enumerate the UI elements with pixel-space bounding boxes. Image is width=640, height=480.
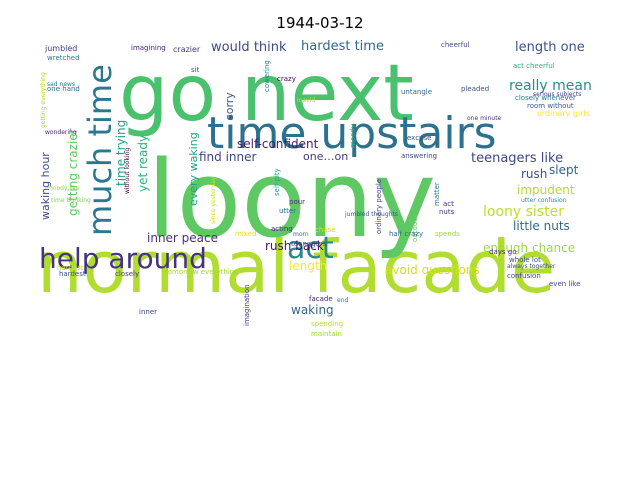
word-excuse: excuse: [407, 134, 431, 142]
word-even-like: even like: [549, 280, 580, 288]
word-utter: utter: [279, 207, 296, 215]
word-cheerful: cheerful: [441, 41, 470, 49]
word-act: act: [443, 200, 454, 208]
word-sad-news: sad news: [47, 81, 75, 88]
word-one-on: one…on: [303, 150, 348, 163]
word-wondering: wondering: [45, 129, 77, 136]
word-every-waking: every waking: [187, 132, 200, 206]
word-spending: spending: [311, 320, 343, 328]
word-loony: loony: [147, 138, 436, 261]
word-outdoors: outdoors: [411, 211, 419, 242]
word-wretched: wretched: [47, 54, 80, 62]
word-answering: answering: [401, 152, 437, 160]
word-act: act: [287, 231, 334, 266]
word-waking-hour: waking hour: [39, 152, 52, 220]
word-self-pity: self-pity: [273, 168, 281, 196]
word-maintain: maintain: [311, 330, 342, 336]
word-loony-sister: loony sister: [483, 204, 564, 220]
word-jumbled: jumbled: [44, 44, 77, 53]
word-room-without: room without: [527, 102, 574, 110]
word-chase: chase: [315, 226, 336, 234]
word-inner-peace: inner peace: [147, 231, 218, 245]
word-sorry: sorry: [223, 92, 236, 120]
word-hardest: hardest: [57, 264, 84, 272]
word-imagination: imagination: [243, 284, 251, 326]
word-length: length: [289, 259, 327, 273]
word-getting-crazier: getting crazier: [66, 128, 80, 216]
word-getting-everything: getting everything: [40, 72, 47, 128]
word-closely: closely: [115, 270, 139, 278]
word-untangle: untangle: [401, 88, 432, 96]
word-loavid: loavid: [297, 97, 315, 104]
word-spends: spends: [435, 230, 460, 238]
word-end: end: [337, 297, 348, 304]
word-one-hand: one hand: [47, 85, 80, 93]
word-slept: slept: [549, 163, 579, 177]
word-confusion: confusion: [507, 272, 541, 280]
word-days-go: days go: [489, 248, 516, 256]
word-yet-ready: yet ready: [136, 135, 150, 192]
word-normal-facade: normal facade: [37, 225, 555, 309]
word-time-upstairs: time upstairs: [207, 108, 497, 159]
word-avoid-questions: avoid questions: [385, 263, 480, 277]
word-facade: facade: [309, 295, 333, 303]
word-mixed: mixed: [235, 230, 256, 238]
word-length-one: length one: [515, 40, 585, 55]
word-act-cheerful: act cheerful: [513, 62, 555, 70]
word-little-nuts: little nuts: [513, 219, 570, 233]
word-without-looking: without looking: [124, 148, 131, 194]
word-teenagers: teenagers: [291, 240, 327, 248]
word-nuts: nuts: [439, 208, 455, 216]
word-would-think: would think: [211, 40, 287, 55]
word-crazy: crazy: [277, 75, 296, 83]
word-jumbled-thoughts: jumbled thoughts: [344, 211, 398, 218]
word-since-yesterday: since yesterday: [210, 176, 217, 224]
word-hardest: hardest: [59, 270, 86, 278]
word-one-minute: one minute: [467, 115, 502, 122]
word-ordinary-people: ordinary people: [375, 179, 383, 234]
chart-title: 1944-03-12: [276, 14, 364, 32]
word-time-thinking: time thinking: [51, 197, 91, 204]
word-utter-confusion: utter confusion: [521, 197, 567, 204]
word-closely-whenever: closely whenever: [515, 94, 576, 102]
word-whole-lot: whole lot: [509, 256, 541, 264]
word-cowering: cowering: [263, 60, 271, 92]
word-moody-like: moody like: [47, 185, 80, 192]
word-tomorrow-everything: tomorrow everything: [165, 268, 239, 276]
word-hardest-time: hardest time: [301, 39, 384, 54]
word-serious-subjects: serious subjects: [533, 91, 581, 98]
word-crazier: crazier: [173, 45, 201, 54]
word-morn: morn: [293, 231, 309, 238]
word-really-mean: really mean: [509, 78, 592, 94]
word-matter: matter: [433, 182, 441, 206]
word-enough-chance: enough chance: [483, 241, 575, 255]
word-pour: pour: [289, 198, 305, 206]
word-find-inner: find inner: [199, 150, 257, 164]
word-sit: sit: [191, 66, 200, 74]
word-go-next: go next: [119, 49, 414, 139]
word-lie: lie: [289, 214, 297, 222]
word-half-crazy: half crazy: [389, 230, 423, 238]
word-pleaded: pleaded: [461, 85, 489, 93]
word-ordinary-girls: ordinary girls: [537, 109, 590, 118]
word-imagining: imagining: [131, 44, 166, 52]
word-teenagers-like: teenagers like: [471, 151, 563, 166]
word-time-trying: time trying: [114, 120, 128, 186]
word-impudent: impudent: [517, 183, 575, 197]
word-help-around: help around: [39, 242, 207, 275]
word-moody: moody: [349, 124, 357, 148]
word-acting: acting: [271, 225, 293, 233]
word-always-together: always together: [507, 263, 556, 270]
word-inner: inner: [139, 308, 157, 316]
word-waking: waking: [291, 303, 334, 317]
word-rush-back: rush back: [265, 239, 324, 253]
word-rush: rush: [521, 167, 547, 181]
word-much-time: much time: [81, 64, 119, 236]
word-self-confident: self-confident: [237, 137, 319, 151]
